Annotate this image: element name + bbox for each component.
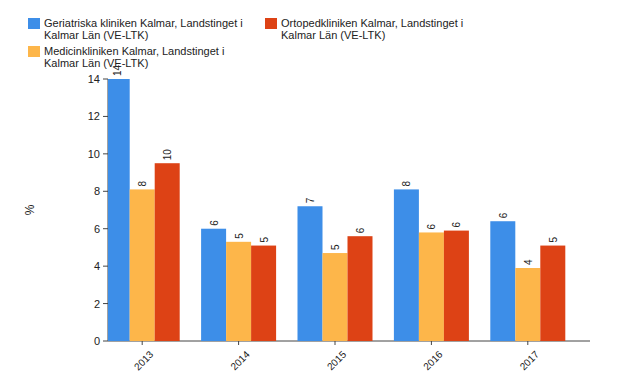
data-label: 10 <box>162 149 173 161</box>
bar <box>515 268 540 341</box>
y-tick <box>103 341 108 342</box>
legend-swatch <box>265 18 277 29</box>
bar <box>298 206 323 341</box>
y-axis-label: % <box>23 204 37 215</box>
y-tick-label: 14 <box>88 73 100 85</box>
data-label: 5 <box>330 244 341 250</box>
bars <box>108 79 565 341</box>
x-tick <box>431 341 432 345</box>
data-label: 6 <box>426 223 437 229</box>
data-label: 6 <box>451 222 462 228</box>
x-tick <box>527 341 528 345</box>
data-label: 5 <box>548 237 559 243</box>
y-tick <box>103 116 108 117</box>
x-tick-label: 2017 <box>518 348 542 372</box>
bar <box>323 253 348 341</box>
data-label: 8 <box>137 180 148 186</box>
bar <box>490 221 515 341</box>
y-tick <box>103 191 108 192</box>
y-tick <box>103 266 108 267</box>
y-tick-label: 12 <box>88 110 100 122</box>
legend-swatch <box>28 46 40 57</box>
x-tick-label: 2014 <box>228 348 252 372</box>
bar <box>540 246 565 341</box>
x-tick-label: 2016 <box>421 348 445 372</box>
y-tick <box>103 228 108 229</box>
data-label: 5 <box>234 233 245 239</box>
y-tick <box>103 153 108 154</box>
data-label: 4 <box>523 259 534 265</box>
y-tick <box>103 79 108 80</box>
legend-item: Geriatriska kliniken Kalmar, Landstinget… <box>28 17 243 41</box>
bar <box>251 246 276 341</box>
legend-label: Medicinkliniken Kalmar, Landstinget i Ka… <box>44 45 243 69</box>
y-tick-label: 0 <box>94 335 100 347</box>
bar <box>419 232 444 341</box>
y-tick-label: 10 <box>88 148 100 160</box>
legend-item: Ortopedkliniken Kalmar, Landstinget i Ka… <box>265 17 480 41</box>
x-tick <box>238 341 239 345</box>
legend-swatch <box>28 18 40 29</box>
x-tick <box>142 341 143 345</box>
legend-item: Medicinkliniken Kalmar, Landstinget i Ka… <box>28 45 243 69</box>
y-tick-label: 6 <box>94 223 100 235</box>
data-label: 8 <box>401 180 412 186</box>
y-tick-label: 4 <box>94 260 100 272</box>
y-tick <box>103 303 108 304</box>
x-tick-label: 2015 <box>325 348 349 372</box>
legend-label: Ortopedkliniken Kalmar, Landstinget i Ka… <box>281 17 480 41</box>
bar <box>348 236 373 341</box>
bar <box>130 189 155 341</box>
data-label: 6 <box>498 212 509 218</box>
legend-label: Geriatriska kliniken Kalmar, Landstinget… <box>44 17 243 41</box>
x-tick <box>335 341 336 345</box>
bar <box>201 229 226 341</box>
bar <box>444 231 469 341</box>
bar <box>394 189 419 341</box>
y-tick-label: 2 <box>94 298 100 310</box>
data-label: 7 <box>305 197 316 203</box>
x-tick-label: 2013 <box>132 348 156 372</box>
data-label: 6 <box>355 227 366 233</box>
bar <box>108 79 130 341</box>
y-tick-label: 8 <box>94 185 100 197</box>
bar <box>155 163 180 341</box>
bar <box>226 242 251 341</box>
data-label: 6 <box>209 220 220 226</box>
data-label: 5 <box>259 237 270 243</box>
